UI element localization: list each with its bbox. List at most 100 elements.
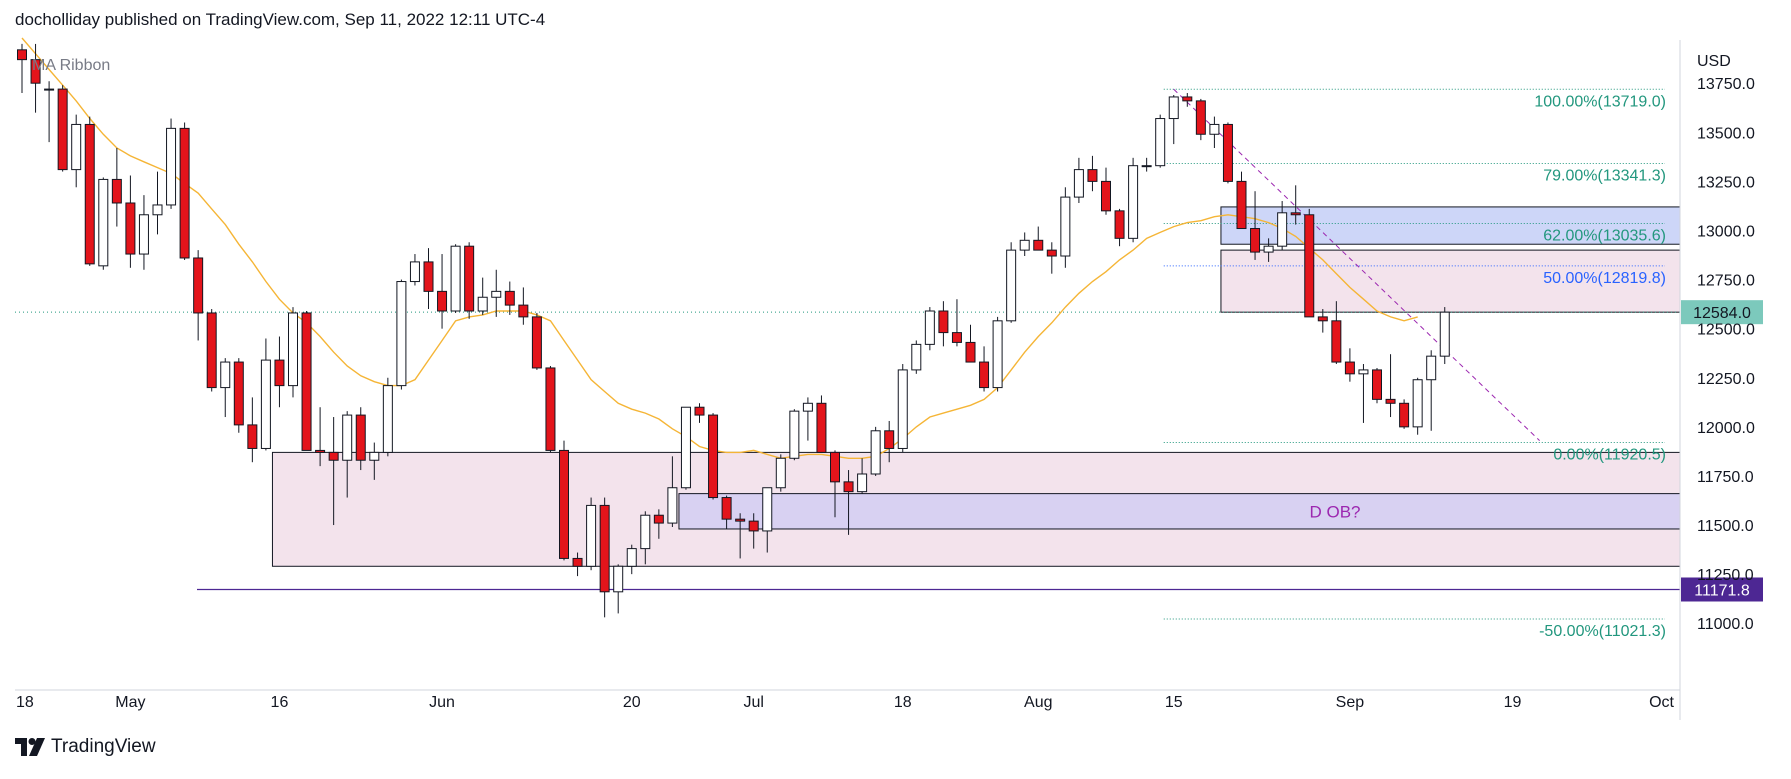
candle-body[interactable]: [599, 504, 610, 593]
candle-body[interactable]: [1141, 165, 1152, 168]
candle-body[interactable]: [1019, 239, 1030, 251]
candle-body[interactable]: [315, 449, 326, 453]
candle-body[interactable]: [1209, 123, 1220, 135]
candle-body[interactable]: [992, 320, 1003, 389]
candle-body[interactable]: [708, 414, 719, 499]
candle-body[interactable]: [1101, 180, 1111, 212]
candle-body[interactable]: [911, 343, 922, 371]
candle-body[interactable]: [559, 449, 569, 559]
candle-body[interactable]: [30, 59, 41, 84]
candle-body[interactable]: [179, 127, 190, 259]
candle-body[interactable]: [382, 385, 393, 453]
candle-body[interactable]: [409, 261, 420, 283]
candle-body[interactable]: [1250, 228, 1261, 253]
candle-body[interactable]: [477, 296, 488, 312]
indicator-label[interactable]: MA Ribbon: [32, 57, 110, 74]
candle-body[interactable]: [1182, 96, 1193, 102]
candle-body[interactable]: [1222, 123, 1233, 182]
candle-body[interactable]: [84, 123, 95, 265]
candle-body[interactable]: [830, 451, 840, 483]
candle-body[interactable]: [247, 424, 258, 449]
candle-body[interactable]: [667, 487, 678, 524]
candle-body[interactable]: [802, 402, 813, 412]
candle-body[interactable]: [735, 518, 746, 522]
candle-body[interactable]: [1060, 196, 1071, 257]
candle-body[interactable]: [1155, 118, 1166, 167]
candle-body[interactable]: [98, 178, 109, 267]
candle-body[interactable]: [775, 457, 786, 489]
zone-label[interactable]: D OB?: [1309, 502, 1360, 521]
candle-body[interactable]: [450, 245, 461, 312]
candle-body[interactable]: [1290, 212, 1301, 216]
candle-body[interactable]: [640, 514, 651, 550]
candle-body[interactable]: [437, 290, 448, 312]
candle-body[interactable]: [125, 202, 136, 255]
candle-body[interactable]: [843, 481, 854, 493]
tradingview-logo[interactable]: TradingView: [15, 736, 156, 758]
candle-body[interactable]: [396, 281, 407, 387]
candle-body[interactable]: [572, 557, 583, 567]
candle-body[interactable]: [924, 310, 935, 345]
candle-body[interactable]: [1304, 214, 1315, 318]
candle-body[interactable]: [491, 290, 502, 298]
candle-body[interactable]: [897, 369, 908, 449]
candle-body[interactable]: [1263, 245, 1274, 253]
candle-body[interactable]: [233, 361, 244, 426]
ma-ribbon-line[interactable]: [21, 37, 1418, 460]
candle-body[interactable]: [1277, 212, 1288, 247]
candle-body[interactable]: [166, 127, 177, 206]
candle-body[interactable]: [1033, 239, 1044, 251]
candle-body[interactable]: [1331, 320, 1342, 363]
candle-body[interactable]: [1358, 369, 1369, 375]
candle-body[interactable]: [504, 290, 515, 306]
candle-body[interactable]: [464, 245, 475, 312]
candle-body[interactable]: [138, 214, 149, 255]
candle-body[interactable]: [44, 88, 55, 91]
candle-body[interactable]: [328, 451, 339, 461]
candle-body[interactable]: [816, 402, 827, 453]
zone-box-1[interactable]: [678, 493, 1681, 530]
candle-body[interactable]: [17, 49, 27, 61]
candle-body[interactable]: [1372, 369, 1382, 400]
candle-body[interactable]: [531, 316, 542, 369]
candle-body[interactable]: [748, 520, 759, 532]
candle-body[interactable]: [274, 359, 285, 387]
candle-body[interactable]: [789, 410, 800, 459]
candle-body[interactable]: [1087, 169, 1098, 182]
candle-body[interactable]: [1195, 100, 1206, 135]
candle-body[interactable]: [613, 565, 624, 593]
candle-body[interactable]: [762, 487, 773, 532]
candle-body[interactable]: [884, 430, 895, 449]
candle-body[interactable]: [626, 548, 637, 567]
candle-body[interactable]: [653, 514, 664, 524]
candle-body[interactable]: [721, 497, 732, 520]
candle-body[interactable]: [979, 361, 990, 389]
candle-body[interactable]: [1168, 96, 1179, 120]
candle-body[interactable]: [1236, 180, 1247, 230]
candle-body[interactable]: [680, 406, 691, 489]
candle-body[interactable]: [586, 504, 597, 567]
candle-body[interactable]: [1412, 379, 1423, 428]
candle-body[interactable]: [1128, 165, 1139, 239]
zone-box-2[interactable]: [1220, 249, 1681, 313]
candle-body[interactable]: [1073, 169, 1084, 198]
downtrend-line[interactable]: [1173, 88, 1540, 441]
candle-body[interactable]: [938, 310, 949, 334]
candle-body[interactable]: [545, 367, 556, 451]
candle-body[interactable]: [518, 304, 529, 318]
candle-body[interactable]: [1426, 355, 1437, 381]
candle-body[interactable]: [206, 312, 217, 389]
candle-body[interactable]: [1317, 316, 1328, 322]
candle-body[interactable]: [1439, 311, 1450, 357]
candle-body[interactable]: [870, 430, 881, 475]
candle-body[interactable]: [965, 341, 976, 363]
candle-body[interactable]: [193, 257, 204, 314]
candle-body[interactable]: [951, 332, 962, 343]
candle-body[interactable]: [694, 406, 705, 416]
candle-body[interactable]: [152, 204, 163, 216]
candle-body[interactable]: [369, 451, 380, 461]
candle-body[interactable]: [220, 361, 231, 389]
candle-body[interactable]: [57, 88, 68, 171]
